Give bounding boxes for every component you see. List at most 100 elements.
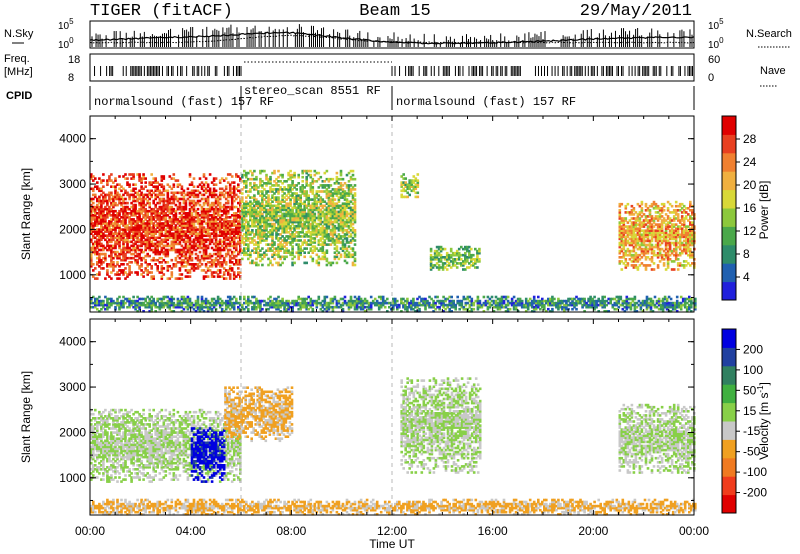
heatmap-cell [315, 233, 319, 236]
heatmap-cell [168, 226, 172, 229]
heatmap-cell [230, 222, 234, 225]
heatmap-cell [271, 208, 274, 212]
heatmap-cell [136, 191, 139, 195]
heatmap-cell [662, 237, 666, 241]
heatmap-cell [170, 236, 174, 240]
heatmap-cell [178, 201, 182, 205]
heatmap-cell [104, 197, 107, 201]
heatmap-cell [224, 263, 228, 266]
heatmap-cell [241, 239, 244, 242]
heatmap-cell [100, 230, 103, 233]
heatmap-cell [666, 256, 670, 259]
heatmap-cell [126, 232, 129, 235]
heatmap-cell [255, 261, 258, 265]
heatmap-cell [311, 229, 315, 232]
heatmap-cell [222, 205, 226, 209]
heatmap-cell [130, 240, 133, 244]
heatmap-cell [212, 228, 216, 231]
heatmap-cell [170, 212, 174, 215]
heatmap-cell [196, 199, 200, 203]
heatmap-cell [672, 268, 676, 271]
heatmap-cell [216, 218, 220, 221]
heatmap-cell [347, 200, 351, 203]
heatmap-cell [402, 181, 405, 184]
heatmap-cell [656, 223, 660, 226]
heatmap-cell [208, 218, 212, 221]
heatmap-cell [118, 201, 121, 205]
heatmap-cell [309, 188, 313, 191]
heatmap-cell [170, 228, 174, 231]
heatmap-cell [678, 262, 682, 265]
heatmap-cell [289, 190, 292, 193]
heatmap-cell [208, 240, 212, 244]
heatmap-cell [261, 220, 264, 224]
heatmap-cell [220, 261, 224, 264]
heatmap-cell [245, 231, 248, 234]
heatmap-cell [174, 277, 178, 280]
heatmap-cell [134, 234, 137, 237]
heatmap-cell [100, 258, 103, 262]
heatmap-cell [626, 249, 630, 253]
heatmap-cell [190, 181, 194, 184]
heatmap-cell [650, 247, 654, 251]
heatmap-cell [124, 207, 127, 211]
heatmap-cell [624, 219, 628, 222]
heatmap-cell [275, 218, 278, 222]
heatmap-cell [329, 222, 333, 226]
heatmap-cell [345, 198, 349, 201]
heatmap-cell [90, 209, 93, 213]
heatmap-cell [132, 228, 135, 231]
heatmap-cell [120, 195, 123, 199]
heatmap-cell [124, 173, 127, 176]
heatmap-cell [255, 233, 258, 236]
heatmap-cell [200, 263, 204, 266]
heatmap-cell [214, 258, 218, 262]
heatmap-cell [259, 177, 262, 181]
heatmap-cell [319, 190, 323, 193]
heatmap-cell [108, 220, 111, 223]
heatmap-cell [265, 237, 268, 240]
heatmap-cell [208, 209, 212, 213]
heatmap-cell [414, 187, 418, 191]
heatmap-cell [261, 198, 264, 201]
heatmap-cell [259, 204, 262, 208]
heatmap-cell [156, 240, 159, 244]
heatmap-cell [281, 182, 284, 185]
heatmap-cell [192, 246, 196, 250]
heatmap-cell [192, 177, 196, 180]
heatmap-cell [291, 210, 294, 214]
heatmap-cell [239, 244, 242, 248]
heatmap-cell [174, 224, 178, 227]
heatmap-cell [112, 246, 115, 250]
heatmap-cell [299, 220, 302, 224]
heatmap-cell [100, 224, 103, 227]
heatmap-cell [297, 173, 300, 177]
heatmap-cell [122, 209, 125, 213]
heatmap-cell [116, 242, 119, 246]
heatmap-cell [230, 250, 234, 254]
heatmap-cell [116, 236, 119, 240]
heatmap-cell [265, 177, 268, 181]
heatmap-cell [259, 226, 262, 230]
heatmap-cell [295, 214, 298, 218]
heatmap-cell [194, 242, 198, 246]
heatmap-cell [208, 193, 212, 197]
heatmap-cell [628, 227, 632, 230]
heatmap-cell [656, 266, 660, 269]
heatmap-cell [118, 242, 121, 246]
heatmap-cell [152, 244, 155, 248]
heatmap-cell [122, 242, 125, 246]
heatmap-cell [291, 222, 294, 226]
heatmap-cell [190, 265, 194, 268]
heatmap-cell [301, 180, 304, 183]
heatmap-cell [224, 218, 228, 221]
heatmap-cell [166, 269, 170, 272]
heatmap-cell [196, 195, 200, 199]
heatmap-cell [200, 181, 204, 184]
heatmap-cell [162, 246, 166, 250]
heatmap-cell [196, 244, 200, 248]
heatmap-cell [124, 277, 127, 280]
heatmap-cell [309, 226, 313, 230]
heatmap-cell [303, 202, 306, 205]
heatmap-cell [668, 243, 672, 247]
